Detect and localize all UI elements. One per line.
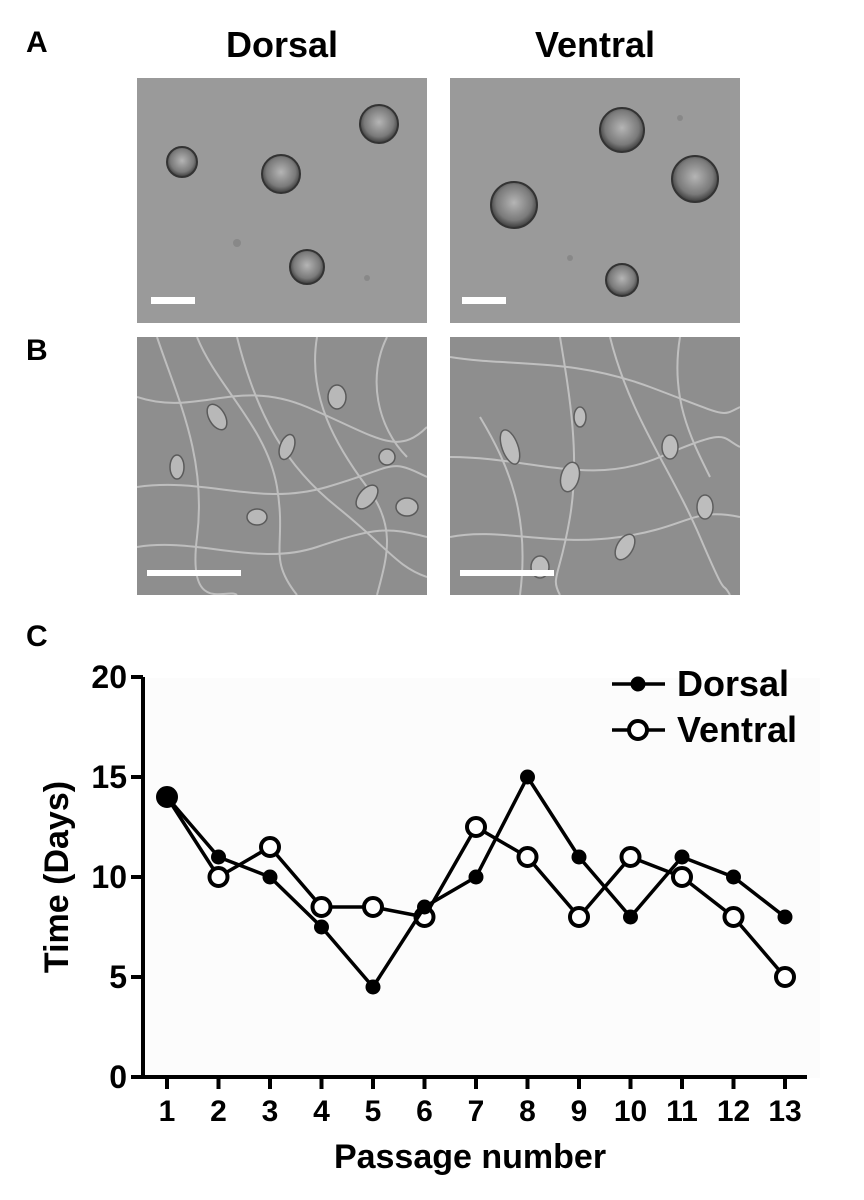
legend-marker-dorsal (630, 676, 646, 692)
data-point-dorsal (674, 849, 690, 865)
data-point-dorsal (520, 769, 535, 785)
data-point-ventral (774, 966, 796, 988)
legend-label-dorsal: Dorsal (677, 663, 789, 704)
data-point-ventral (722, 906, 745, 928)
data-point-dorsal (623, 909, 638, 925)
data-point-dorsal (571, 849, 587, 865)
data-point-dorsal (468, 869, 484, 885)
data-point-ventral (671, 866, 693, 888)
x-axis-label: Passage number (334, 1138, 606, 1176)
x-tick-label: 3 (262, 1095, 279, 1128)
data-point-ventral (310, 896, 333, 918)
x-tick-label: 1 (159, 1095, 176, 1128)
data-point-dorsal (159, 789, 175, 805)
data-point-ventral (362, 896, 384, 918)
x-tick-label: 8 (519, 1095, 536, 1128)
x-tick-label: 11 (666, 1095, 698, 1128)
data-point-dorsal (417, 899, 432, 915)
data-point-ventral (259, 836, 281, 858)
micrograph-b-ventral (450, 337, 740, 595)
column-title-dorsal: Dorsal (225, 24, 339, 65)
y-tick-label: 15 (91, 759, 127, 795)
y-tick-label: 0 (109, 1059, 127, 1095)
neurosphere-image (151, 104, 399, 304)
data-point-dorsal (726, 869, 741, 885)
legend-marker-ventral (627, 719, 649, 741)
x-tick-label: 13 (768, 1095, 801, 1128)
data-point-dorsal (365, 979, 381, 995)
x-tick-label: 9 (571, 1095, 588, 1128)
legend-label-ventral: Ventral (677, 709, 797, 750)
micrograph-a-ventral (450, 78, 740, 323)
neurosphere-image (462, 107, 719, 304)
x-tick-label: 7 (468, 1095, 485, 1128)
y-tick-label: 10 (91, 859, 127, 895)
data-point-dorsal (314, 919, 329, 935)
micrograph-a-dorsal (137, 78, 427, 323)
y-tick-label: 20 (91, 659, 127, 695)
y-tick-label: 5 (109, 959, 127, 995)
column-title-ventral: Ventral (534, 24, 656, 65)
data-point-ventral (568, 906, 590, 928)
x-tick-label: 10 (614, 1095, 647, 1128)
data-point-dorsal (262, 869, 278, 885)
chart-legend: Dorsal Ventral (612, 663, 797, 750)
data-point-ventral (516, 846, 539, 868)
x-tick-label: 4 (313, 1095, 330, 1128)
data-point-ventral (207, 866, 230, 888)
x-tick-label: 12 (717, 1095, 750, 1128)
differentiated-cells-image (137, 337, 427, 595)
y-axis-label: Time (Days) (38, 781, 76, 973)
data-point-ventral (619, 846, 642, 868)
x-tick-label: 2 (210, 1095, 227, 1128)
panel-label-b: B (26, 334, 48, 367)
data-point-ventral (465, 816, 487, 838)
x-tick-label: 6 (416, 1095, 433, 1128)
x-tick-label: 5 (365, 1095, 382, 1128)
data-point-dorsal (211, 849, 226, 865)
micrograph-b-dorsal (137, 337, 427, 595)
data-point-dorsal (777, 909, 793, 925)
panel-label-c: C (26, 620, 48, 653)
differentiated-cells-image (450, 337, 740, 595)
panel-label-a: A (26, 26, 48, 59)
